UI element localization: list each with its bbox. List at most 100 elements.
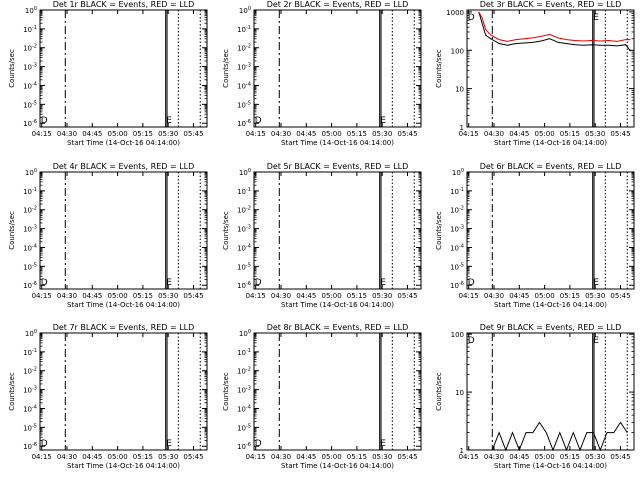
- x-tick-label: 05:30: [158, 130, 178, 138]
- x-axis-label: Start Time (14-Oct-16 04:14:00): [281, 139, 394, 147]
- marker-e: E: [166, 439, 172, 449]
- marker-d: D: [468, 336, 475, 346]
- y-axis-label: Counts/sec: [435, 211, 443, 250]
- marker-e: E: [166, 278, 172, 288]
- marker-d: D: [255, 439, 262, 449]
- y-tick-label: 10-6: [237, 119, 251, 128]
- y-tick-label: 100: [25, 329, 37, 338]
- x-tick-label: 05:15: [347, 292, 367, 300]
- marker-e: E: [593, 278, 599, 288]
- y-tick-label: 10-1: [237, 348, 251, 357]
- marker-e: E: [380, 278, 386, 288]
- marker-d: D: [255, 278, 262, 288]
- y-tick-label: 10-2: [237, 206, 251, 215]
- x-tick-label: 04:30: [484, 292, 504, 300]
- x-tick-label: 04:15: [459, 292, 479, 300]
- panel-title: Det 8r BLACK = Events, RED = LLD: [267, 323, 409, 332]
- y-tick-label: 10-5: [450, 262, 464, 271]
- x-tick-label: 05:00: [108, 130, 128, 138]
- y-tick-label: 10-6: [237, 281, 251, 290]
- x-tick-label: 04:30: [271, 292, 291, 300]
- x-tick-label: 05:00: [535, 292, 555, 300]
- x-tick-label: 04:45: [509, 130, 529, 138]
- panel-title: Det 7r BLACK = Events, RED = LLD: [53, 323, 195, 332]
- x-tick-label: 05:30: [585, 292, 605, 300]
- marker-e: E: [593, 336, 599, 346]
- x-tick-label: 05:15: [347, 453, 367, 461]
- y-tick-label: 10-6: [23, 281, 37, 290]
- y-tick-label: 10-6: [23, 119, 37, 128]
- y-tick-label: 10-3: [237, 386, 251, 395]
- y-tick-label: 10: [455, 86, 464, 94]
- y-tick-label: 10-2: [237, 44, 251, 53]
- x-tick-label: 04:15: [459, 130, 479, 138]
- x-tick-label: 05:00: [322, 292, 342, 300]
- panel-2: Det 2r BLACK = Events, RED = LLD 04:15 04:…: [222, 0, 422, 147]
- x-tick-label: 04:45: [509, 453, 529, 461]
- y-tick-label: 10-2: [237, 367, 251, 376]
- y-tick-label: 10-5: [23, 100, 37, 109]
- y-tick-label: 1: [460, 124, 464, 132]
- x-axis-label: Start Time (14-Oct-16 04:14:00): [494, 462, 607, 470]
- y-axis-label: Counts/sec: [8, 49, 16, 88]
- x-axis-label: Start Time (14-Oct-16 04:14:00): [281, 462, 394, 470]
- y-tick-label: 1000: [446, 9, 464, 17]
- panel-1: Det 1r BLACK = Events, RED = LLD 04:15 04:…: [8, 0, 208, 147]
- y-tick-label: 10-2: [450, 206, 464, 215]
- x-tick-label: 05:00: [322, 453, 342, 461]
- marker-e: E: [380, 116, 386, 126]
- x-tick-label: 05:00: [108, 292, 128, 300]
- x-tick-label: 05:15: [133, 130, 153, 138]
- x-tick-label: 04:30: [484, 453, 504, 461]
- panel-8: Det 8r BLACK = Events, RED = LLD 04:15 04:…: [222, 323, 422, 470]
- y-tick-label: 10-6: [237, 442, 251, 451]
- y-tick-label: 10-1: [450, 187, 464, 196]
- y-tick-label: 10-6: [450, 281, 464, 290]
- x-tick-label: 05:15: [560, 453, 580, 461]
- panel-5: Det 5r BLACK = Events, RED = LLD 04:15 04:…: [222, 162, 422, 309]
- y-tick-label: 10-4: [237, 404, 251, 413]
- y-axis-label: Counts/sec: [222, 49, 230, 88]
- x-tick-label: 04:45: [82, 292, 102, 300]
- panel-title: Det 3r BLACK = Events, RED = LLD: [480, 0, 622, 9]
- y-tick-label: 10-1: [23, 348, 37, 357]
- x-tick-label: 04:15: [32, 292, 52, 300]
- y-tick-label: 10-6: [23, 442, 37, 451]
- x-tick-label: 05:30: [585, 130, 605, 138]
- x-tick-label: 04:30: [57, 453, 77, 461]
- y-tick-label: 100: [25, 6, 37, 15]
- x-tick-label: 04:30: [484, 130, 504, 138]
- x-tick-label: 05:00: [535, 130, 555, 138]
- x-tick-label: 05:15: [133, 453, 153, 461]
- y-tick-label: 10-4: [237, 243, 251, 252]
- y-tick-label: 100: [239, 6, 251, 15]
- x-tick-label: 05:15: [560, 130, 580, 138]
- marker-d: D: [41, 439, 48, 449]
- y-tick-label: 10: [455, 389, 464, 397]
- y-tick-label: 100: [25, 168, 37, 177]
- panel-4: Det 4r BLACK = Events, RED = LLD 04:15 04:…: [8, 162, 208, 309]
- x-tick-label: 05:00: [535, 453, 555, 461]
- x-tick-label: 04:45: [82, 130, 102, 138]
- x-tick-label: 05:45: [183, 453, 203, 461]
- y-tick-label: 10-5: [237, 423, 251, 432]
- y-tick-label: 100: [452, 168, 464, 177]
- x-tick-label: 05:30: [158, 292, 178, 300]
- x-tick-label: 04:30: [271, 453, 291, 461]
- x-tick-label: 05:15: [560, 292, 580, 300]
- marker-d: D: [41, 116, 48, 126]
- x-tick-label: 04:15: [459, 453, 479, 461]
- y-tick-label: 10-4: [237, 81, 251, 90]
- x-axis-label: Start Time (14-Oct-16 04:14:00): [281, 301, 394, 309]
- y-tick-label: 10-3: [23, 386, 37, 395]
- y-axis-label: Counts/sec: [435, 372, 443, 411]
- y-tick-label: 10-2: [23, 44, 37, 53]
- x-tick-label: 05:45: [610, 130, 630, 138]
- x-tick-label: 04:45: [509, 292, 529, 300]
- x-tick-label: 05:30: [372, 453, 392, 461]
- marker-d: D: [468, 278, 475, 288]
- panel-title: Det 1r BLACK = Events, RED = LLD: [53, 0, 195, 9]
- x-tick-label: 05:30: [372, 130, 392, 138]
- series-events: [491, 421, 628, 452]
- panel-7: Det 7r BLACK = Events, RED = LLD 04:15 04:…: [8, 323, 208, 470]
